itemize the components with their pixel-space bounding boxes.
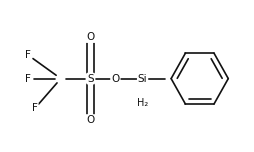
Text: F: F <box>32 104 38 113</box>
Text: H₂: H₂ <box>137 98 148 108</box>
Text: F: F <box>25 50 31 60</box>
Text: O: O <box>87 115 95 125</box>
Text: F: F <box>25 74 31 84</box>
Text: O: O <box>87 32 95 42</box>
Text: O: O <box>111 74 119 84</box>
Text: Si: Si <box>138 74 147 84</box>
Text: F: F <box>32 104 38 113</box>
Text: O: O <box>87 32 95 42</box>
Text: S: S <box>87 74 94 84</box>
Text: O: O <box>87 115 95 125</box>
Text: F: F <box>25 50 31 60</box>
Text: F: F <box>25 74 31 84</box>
Text: O: O <box>111 74 119 84</box>
Text: Si: Si <box>138 74 147 84</box>
Text: S: S <box>87 74 94 84</box>
